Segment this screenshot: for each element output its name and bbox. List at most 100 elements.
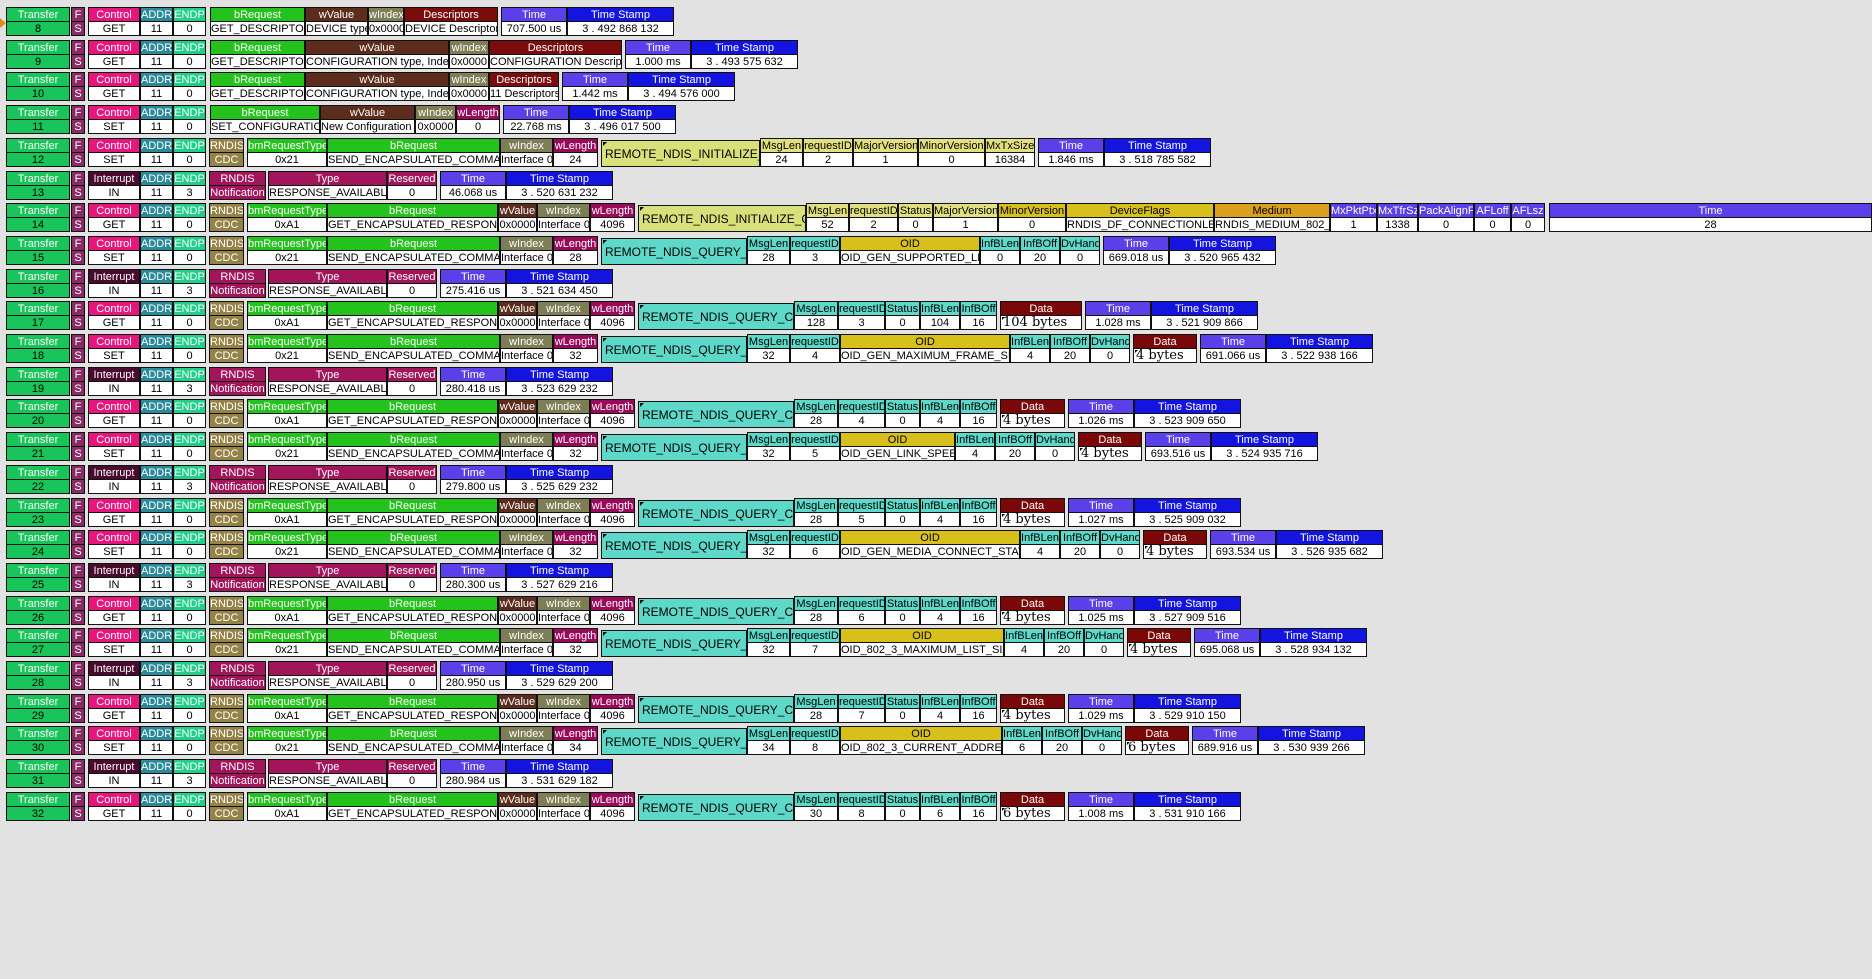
bmrequesttype: bmRequestType 0x21 (247, 430, 327, 466)
transfer-row-24[interactable]: Transfer 24 F S Control SET ADDR 11 ENDP 0 RNDIS CD… (0, 528, 1872, 564)
endp: ENDP 0 (173, 70, 206, 106)
wlength-value: 32 (553, 642, 598, 658)
transfer-row-14[interactable]: Transfer 14 F S Control GET ADDR 11 ENDP 0 RNDIS CD… (0, 201, 1872, 237)
transfer-row-12[interactable]: Transfer 12 F S Control SET ADDR 11 ENDP 0 RNDIS CD… (0, 136, 1872, 172)
wvalue-header: wValue (305, 72, 449, 88)
control-value: GET (88, 805, 140, 821)
endp: ENDP 0 (173, 5, 206, 41)
requestid-header: requestID (838, 497, 885, 513)
wvalue-value: 0x0000 (498, 609, 537, 625)
transfer-row-18[interactable]: Transfer 18 F S Control SET ADDR 11 ENDP 0 RNDIS CD… (0, 332, 1872, 368)
requestid-value: 2 (803, 151, 853, 167)
transfer-row-10[interactable]: Transfer 10 F S Control GET ADDR 11 ENDP 0 bReques… (0, 70, 1872, 106)
control-value: GET (88, 217, 140, 233)
interrupt-header: Interrupt (88, 562, 140, 578)
rndis-header: RNDIS (209, 464, 266, 480)
transfer-row-29[interactable]: Transfer 29 F S Control GET ADDR 11 ENDP 0 RNDIS CD… (0, 692, 1872, 728)
transfer-row-28[interactable]: Transfer 28 F S Interrupt IN ADDR 11 ENDP 3 RNDIS N… (0, 659, 1872, 695)
transfer-row-17[interactable]: Transfer 17 F S Control GET ADDR 11 ENDP 0 RNDIS CD… (0, 299, 1872, 335)
status-value: 0 (885, 413, 920, 429)
time-stamp-value: 3 . 520 631 232 (506, 184, 613, 200)
rndis-message: REMOTE_NDIS_INITIALIZE_MSG (601, 136, 760, 172)
rndis-message: REMOTE_NDIS_QUERY_MSG (601, 626, 747, 662)
transfer-row-30[interactable]: Transfer 30 F S Control SET ADDR 11 ENDP 0 RNDIS CD… (0, 724, 1872, 760)
transfer-row-15[interactable]: Transfer 15 F S Control SET ADDR 11 ENDP 0 RNDIS CD… (0, 234, 1872, 270)
transfer-row-21[interactable]: Transfer 21 F S Control SET ADDR 11 ENDP 0 RNDIS CD… (0, 430, 1872, 466)
transfer-row-9[interactable]: Transfer 9 F S Control GET ADDR 11 ENDP 0 bRequest… (0, 38, 1872, 74)
status-header: Status (885, 693, 920, 709)
descriptors-header: Descriptors (489, 72, 559, 88)
transfer-row-8[interactable]: Transfer 8 F S Control GET ADDR 11 ENDP 0 bRequest… (0, 5, 1872, 41)
rndis-value: CDC (209, 609, 244, 625)
wvalue: wValue 0x0000 (498, 790, 537, 826)
transfer-row-22[interactable]: Transfer 22 F S Interrupt IN ADDR 11 ENDP 3 RNDIS N… (0, 463, 1872, 499)
brequest-header: bRequest (327, 432, 500, 448)
control: Control GET (88, 299, 140, 335)
time: Time 280.300 us (440, 561, 506, 597)
windex: wIndex Interface 0 (500, 234, 553, 270)
extra-header: Time (1549, 203, 1872, 219)
addr-header: ADDR (140, 661, 173, 676)
mxtxsize-header: MxTxSize (985, 137, 1035, 153)
rndis-header: RNDIS (209, 432, 244, 448)
bmrequesttype-header: bmRequestType (247, 399, 327, 415)
wlength-value: 4096 (590, 707, 635, 723)
transfer-row-11[interactable]: Transfer 11 F S Control SET ADDR 11 ENDP 0 bReques… (0, 103, 1872, 139)
transfer: Transfer 30 (6, 724, 70, 760)
time-header: Time (1200, 334, 1266, 349)
endp-value: 0 (173, 740, 206, 756)
transfer-row-23[interactable]: Transfer 23 F S Control GET ADDR 11 ENDP 0 RNDIS CD… (0, 496, 1872, 532)
endp-header: ENDP (173, 530, 206, 546)
endp: ENDP 3 (173, 365, 206, 401)
transfer-row-13[interactable]: Transfer 13 F S Interrupt IN ADDR 11 ENDP 3 RNDIS N… (0, 169, 1872, 205)
transfer-header: Transfer (6, 661, 70, 676)
transfer-row-19[interactable]: Transfer 19 F S Interrupt IN ADDR 11 ENDP 3 RNDIS N… (0, 365, 1872, 401)
windex: wIndex Interface 0 (500, 430, 553, 466)
addr: ADDR 11 (140, 332, 173, 368)
rndis-message-text: REMOTE_NDIS_INITIALIZE_MSG (601, 139, 760, 167)
transfer-row-25[interactable]: Transfer 25 F S Interrupt IN ADDR 11 ENDP 3 RNDIS N… (0, 561, 1872, 597)
transfer-row-16[interactable]: Transfer 16 F S Interrupt IN ADDR 11 ENDP 3 RNDIS N… (0, 267, 1872, 303)
type: Type RESPONSE_AVAILABLE (268, 267, 387, 303)
addr: ADDR 11 (140, 38, 173, 74)
rndis-message: REMOTE_NDIS_QUERY_CMPLT (638, 397, 794, 433)
wvalue-header: wValue (498, 693, 537, 709)
brequest-value: GET_ENCAPSULATED_RESPONSE (327, 217, 498, 233)
rndis-message-text: REMOTE_NDIS_QUERY_MSG (601, 434, 747, 462)
rndis-value: CDC (209, 217, 244, 233)
requestid: requestID 7 (790, 626, 840, 662)
transfer-row-20[interactable]: Transfer 20 F S Control GET ADDR 11 ENDP 0 RNDIS CD… (0, 397, 1872, 433)
control: Control GET (88, 790, 140, 826)
data-header: Data (1078, 432, 1142, 448)
rndis: RNDIS Notification (209, 169, 266, 205)
wvalue-header: wValue (305, 39, 449, 55)
transfer-value: 26 (6, 609, 70, 625)
endp-value: 0 (173, 609, 206, 625)
rndis-message: REMOTE_NDIS_QUERY_MSG (601, 332, 747, 368)
transfer-row-31[interactable]: Transfer 31 F S Interrupt IN ADDR 11 ENDP 3 RNDIS N… (0, 757, 1872, 793)
transfer-row-27[interactable]: Transfer 27 F S Control SET ADDR 11 ENDP 0 RNDIS CD… (0, 626, 1872, 662)
transfer-row-26[interactable]: Transfer 26 F S Control GET ADDR 11 ENDP 0 RNDIS CD… (0, 594, 1872, 630)
wvalue-value: DEVICE type (305, 21, 368, 36)
wlength-value: 32 (553, 544, 598, 560)
rndis: RNDIS CDC (209, 332, 244, 368)
endp-header: ENDP (173, 72, 206, 88)
bmrequesttype: bmRequestType 0x21 (247, 136, 327, 172)
data-value: 4 bytes (1000, 707, 1065, 723)
addr: ADDR 11 (140, 692, 173, 728)
transfer-row-32[interactable]: Transfer 32 F S Control GET ADDR 11 ENDP 0 RNDIS CD… (0, 790, 1872, 826)
time-stamp-header: Time Stamp (1169, 235, 1276, 251)
dvhand-value: 0 (1090, 348, 1130, 363)
wlength: wLength 24 (553, 136, 598, 172)
brequest-value: GET_DESCRIPTOR (210, 21, 305, 36)
transfer-value: 13 (6, 184, 70, 200)
wlength-value: 4096 (590, 217, 635, 233)
windex-header: wIndex (500, 137, 553, 153)
endp: ENDP 3 (173, 659, 206, 695)
infboff-value: 20 (1060, 544, 1100, 560)
rndis: RNDIS Notification (209, 463, 266, 499)
time: Time 1.026 ms (1068, 397, 1134, 433)
